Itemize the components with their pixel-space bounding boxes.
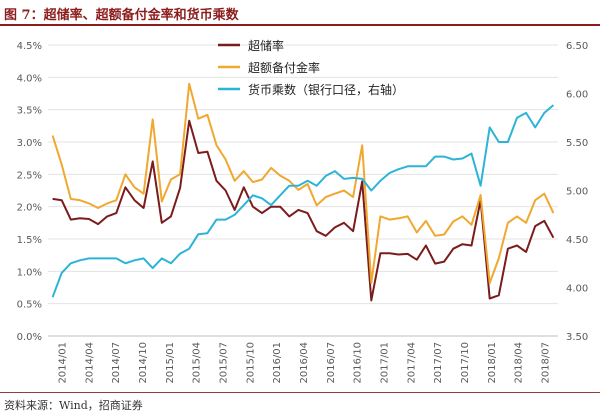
x-axis: 2014/01 2014/04 2014/07 2014/10 2015/01 2015/… bbox=[48, 335, 558, 384]
left-axis-tick-label: 2.5% bbox=[17, 170, 42, 181]
series-line-3 bbox=[51, 104, 555, 298]
left-axis-tick-label: 1.0% bbox=[17, 267, 42, 278]
x-axis-tick-label: 2018/01 bbox=[487, 342, 498, 384]
legend-label: 超额备付金率 bbox=[248, 60, 320, 75]
left-axis-tick-label: 3.5% bbox=[17, 106, 42, 117]
chart-area: 0.0% 0.5% 1.0% 1.5% 2.0% 2.5% 3.0% 3.5% 4.0% 4.5%… bbox=[17, 38, 589, 384]
bottom-rule bbox=[0, 392, 600, 393]
x-axis-tick-label: 2016/10 bbox=[353, 342, 364, 384]
x-axis-tick-label: 2016/04 bbox=[299, 342, 310, 384]
left-axis-tick-label: 4.0% bbox=[17, 73, 42, 84]
left-axis: 0.0% 0.5% 1.0% 1.5% 2.0% 2.5% 3.0% 3.5% 4.0% 4.5% bbox=[17, 41, 42, 343]
left-axis-tick-label: 0.0% bbox=[17, 332, 42, 343]
x-axis-tick-label: 2017/10 bbox=[460, 342, 471, 384]
figure-title: 图 7：超储率、超额备付金率和货币乘数 bbox=[4, 8, 239, 23]
x-axis-tick-label: 2018/07 bbox=[541, 342, 552, 384]
x-axis-tick-label: 2017/01 bbox=[380, 342, 391, 384]
left-axis-tick-label: 2.0% bbox=[17, 203, 42, 214]
x-axis-tick-label: 2016/07 bbox=[326, 342, 337, 384]
right-axis-tick-label: 4.00 bbox=[566, 284, 588, 295]
x-axis-tick-label: 2014/01 bbox=[57, 342, 68, 384]
left-axis-tick-label: 0.5% bbox=[17, 300, 42, 311]
x-axis-tick-label: 2015/07 bbox=[218, 342, 229, 384]
legend-label: 货币乘数（银行口径，右轴） bbox=[248, 82, 404, 97]
x-axis-tick-label: 2014/10 bbox=[138, 342, 149, 384]
right-axis-tick-label: 5.50 bbox=[566, 138, 588, 149]
x-axis-tick-label: 2017/07 bbox=[433, 342, 444, 384]
left-axis-tick-label: 3.0% bbox=[17, 138, 42, 149]
x-axis-tick-label: 2014/07 bbox=[111, 342, 122, 384]
series-lines bbox=[51, 82, 555, 302]
right-axis-tick-label: 4.50 bbox=[566, 235, 588, 246]
series-line-2 bbox=[51, 82, 555, 284]
right-axis: 3.50 4.00 4.50 5.00 5.50 6.00 6.50 bbox=[566, 41, 588, 343]
series-line-1 bbox=[52, 119, 555, 302]
x-axis-tick-label: 2016/01 bbox=[272, 342, 283, 384]
x-axis-tick-label: 2015/04 bbox=[192, 342, 203, 384]
right-axis-tick-label: 6.00 bbox=[566, 90, 588, 101]
source-note: 资料来源：Wind，招商证券 bbox=[4, 399, 143, 412]
right-axis-tick-label: 6.50 bbox=[566, 41, 588, 52]
left-axis-tick-label: 4.5% bbox=[17, 41, 42, 52]
x-axis-tick-label: 2017/04 bbox=[406, 342, 417, 384]
title-rule bbox=[0, 24, 600, 26]
right-axis-tick-label: 5.00 bbox=[566, 187, 588, 198]
legend-label: 超储率 bbox=[248, 38, 284, 53]
right-axis-tick-label: 3.50 bbox=[566, 332, 588, 343]
x-axis-tick-label: 2015/01 bbox=[165, 342, 176, 384]
grid-lines bbox=[48, 44, 558, 305]
x-axis-tick-label: 2018/04 bbox=[514, 342, 525, 384]
x-axis-tick-label: 2015/10 bbox=[245, 342, 256, 384]
left-axis-tick-label: 1.5% bbox=[17, 235, 42, 246]
x-axis-tick-label: 2014/04 bbox=[84, 342, 95, 384]
